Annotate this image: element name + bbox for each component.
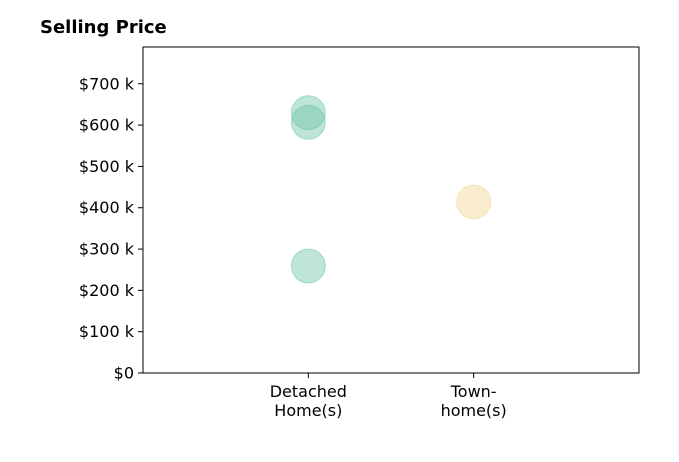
x-tick-label: Detached Home(s) — [269, 382, 347, 420]
plot-frame — [142, 46, 640, 374]
point — [290, 248, 326, 284]
y-tick-label: $600 k — [79, 116, 135, 135]
y-tick-label: $400 k — [79, 198, 135, 217]
y-tick-label: $200 k — [79, 281, 135, 300]
point — [290, 95, 326, 131]
y-tick-label: $0 — [114, 364, 134, 383]
point — [456, 184, 492, 220]
y-tick-label: $100 k — [79, 322, 135, 341]
x-tick-label: Town- home(s) — [440, 382, 507, 420]
point — [290, 104, 326, 140]
y-tick-label: $300 k — [79, 240, 135, 259]
chart-title: Selling Price — [40, 17, 167, 38]
y-tick-label: $500 k — [79, 157, 135, 176]
y-tick-label: $700 k — [79, 74, 135, 93]
